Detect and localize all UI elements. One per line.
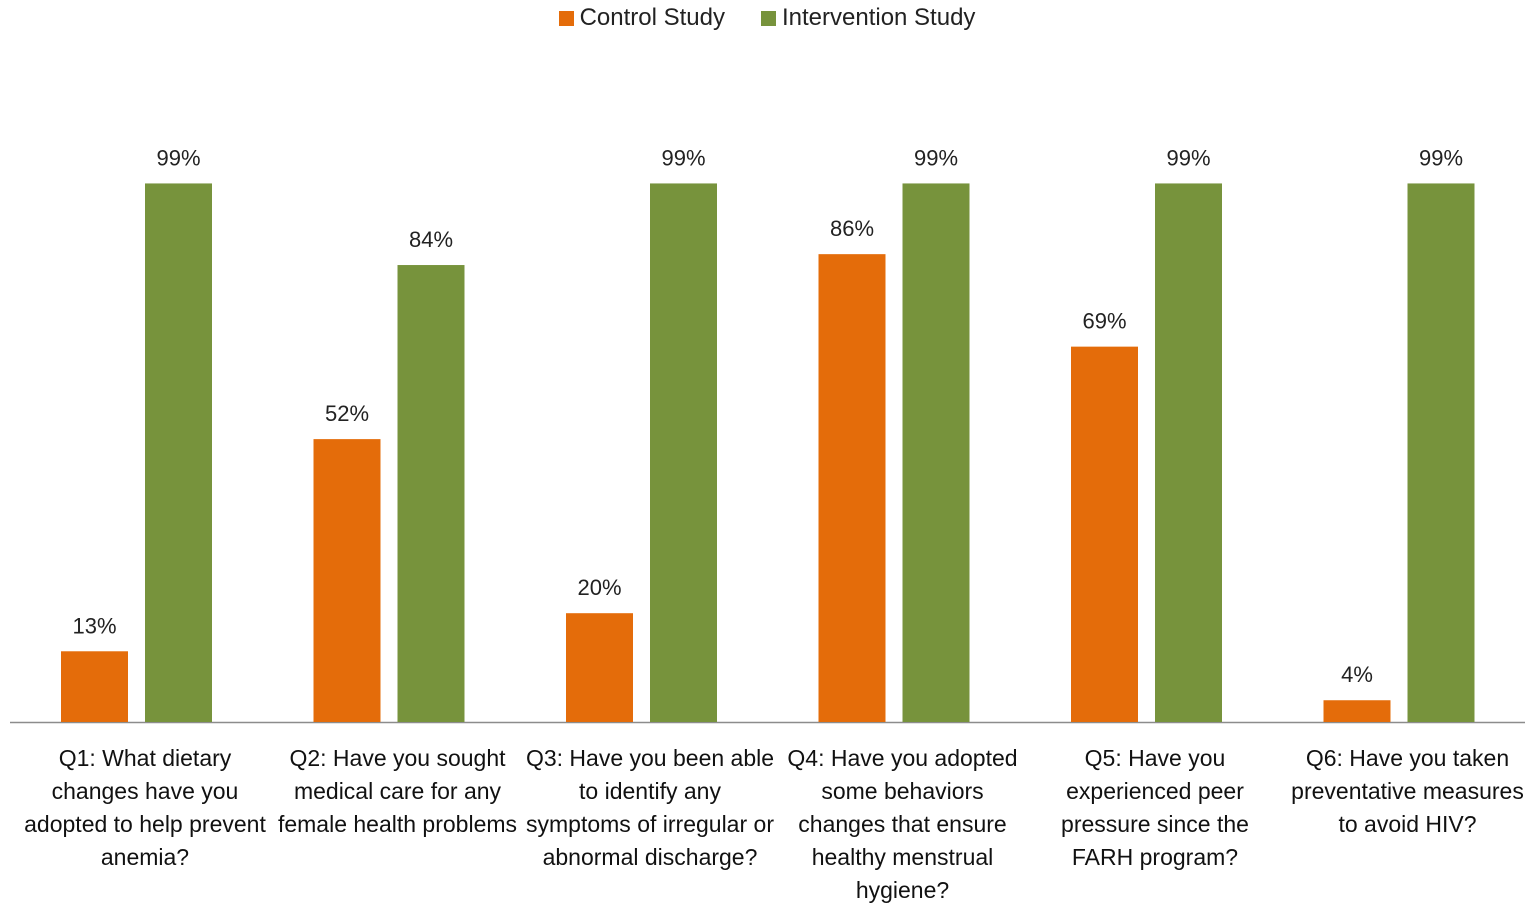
data-label-intervention-q5: 99%	[1166, 145, 1210, 170]
data-label-intervention-q3: 99%	[661, 145, 705, 170]
legend-label-control: Control Study	[579, 4, 725, 31]
bar-control-q6	[1323, 700, 1391, 722]
data-label-control-q5: 69%	[1082, 309, 1126, 334]
data-label-control-q1: 13%	[72, 613, 116, 638]
bar-intervention-q3	[650, 183, 717, 722]
legend-swatch-intervention	[760, 10, 776, 26]
bar-control-q2	[313, 439, 381, 722]
category-label-q3: Q3: Have you been able to identify any s…	[525, 745, 775, 870]
bar-control-q4	[818, 254, 886, 722]
bar-control-q5	[1071, 346, 1138, 722]
legend-label-intervention: Intervention Study	[781, 4, 976, 31]
data-label-intervention-q2: 84%	[409, 227, 453, 252]
data-label-control-q2: 52%	[325, 401, 369, 426]
legend-swatch-control	[558, 10, 574, 26]
data-label-control-q6: 4%	[1341, 662, 1373, 687]
bar-control-q3	[566, 613, 633, 722]
bar-intervention-q6	[1407, 183, 1475, 722]
bar-intervention-q1	[145, 183, 212, 722]
bar-intervention-q4	[902, 183, 970, 722]
bar-control-q1	[61, 651, 128, 722]
legend: Control Study Intervention Study	[0, 4, 1534, 32]
bar-intervention-q5	[1155, 183, 1222, 722]
category-label-q5: Q5: Have you experienced peer pressure s…	[1061, 745, 1249, 870]
data-label-control-q4: 86%	[830, 216, 874, 241]
data-label-control-q3: 20%	[577, 575, 621, 600]
data-label-intervention-q6: 99%	[1419, 145, 1463, 170]
category-label-q2: Q2: Have you sought medical care for any…	[277, 745, 518, 837]
bar-intervention-q2	[397, 265, 465, 722]
category-label-q6: Q6: Have you taken preventative measures…	[1291, 745, 1524, 837]
category-label-q1: Q1: What dietary changes have you adopte…	[24, 745, 266, 870]
category-label-q4: Q4: Have you adopted some behaviors chan…	[787, 745, 1018, 903]
legend-item-intervention: Intervention Study	[760, 4, 976, 32]
data-label-intervention-q1: 99%	[156, 145, 200, 170]
data-label-intervention-q4: 99%	[914, 145, 958, 170]
legend-item-control: Control Study	[558, 4, 725, 32]
